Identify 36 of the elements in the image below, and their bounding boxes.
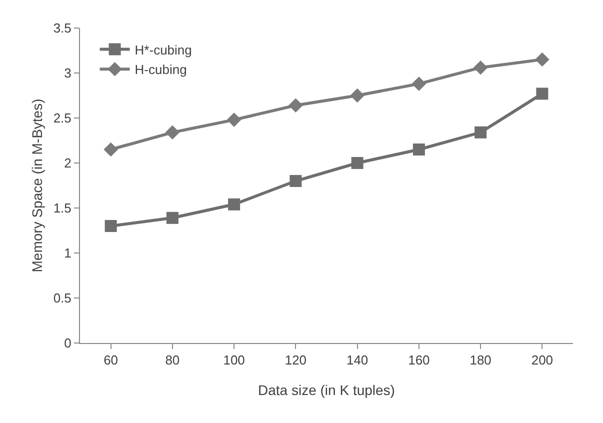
legend-label: H*-cubing [134, 42, 192, 58]
y-tick-label: 1.5 [53, 200, 72, 216]
y-axis-title: Memory Space (in M-Bytes) [29, 98, 45, 272]
y-tick-label: 0 [64, 336, 72, 351]
point [165, 125, 180, 140]
y-tick-label: 2 [64, 156, 72, 171]
x-tick-label: 160 [408, 352, 430, 368]
x-tick-label: 140 [346, 352, 368, 368]
point [350, 88, 364, 103]
y-tick-label: 0.5 [53, 290, 72, 306]
point [228, 198, 240, 210]
y-tick-label: 1 [64, 246, 72, 261]
x-tick-label: 120 [284, 352, 307, 368]
y-tick-label: 2.5 [53, 110, 72, 126]
x-axis-title: Data size (in K tuples) [258, 382, 395, 398]
point [288, 98, 303, 113]
legend-label: H-cubing [134, 62, 187, 78]
x-tick-label: 200 [531, 352, 554, 368]
point [536, 88, 548, 100]
x-tick-label: 60 [104, 352, 118, 368]
point [535, 52, 550, 67]
point [104, 220, 117, 232]
point [290, 175, 302, 187]
point [474, 126, 487, 138]
point [412, 144, 425, 156]
y-tick-label: 3 [64, 66, 72, 81]
point [104, 142, 118, 157]
point [412, 76, 426, 91]
x-tick-label: 80 [165, 352, 180, 368]
y-tick-label: 3.5 [53, 20, 72, 36]
point [473, 60, 488, 75]
point [226, 112, 242, 127]
x-tick-label: 180 [470, 352, 492, 368]
point [166, 212, 178, 224]
x-tick-label: 100 [223, 352, 245, 368]
point [351, 157, 364, 169]
